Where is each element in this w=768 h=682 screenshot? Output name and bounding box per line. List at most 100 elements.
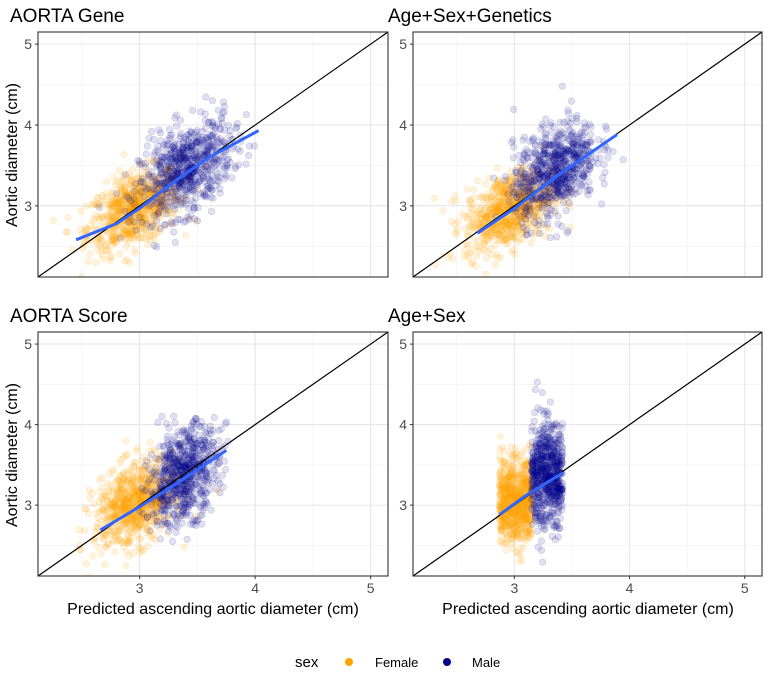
data-point-male [553,234,560,241]
points [50,94,257,291]
data-point-male [155,143,162,150]
data-point-male [180,482,187,489]
data-point-female [111,174,118,181]
y-tick-label: 4 [399,117,407,133]
data-point-male [554,142,561,149]
data-point-male [214,178,221,185]
data-point-male [542,116,549,123]
data-point-female [471,223,478,230]
data-point-female [83,203,90,210]
data-point-female [496,502,503,509]
data-point-female [487,234,494,241]
data-point-male [510,191,517,198]
data-point-male [216,185,223,192]
data-point-female [128,174,135,181]
data-point-male [154,164,161,171]
data-point-male [203,94,210,101]
data-point-male [560,135,567,142]
data-point-female [103,178,110,185]
data-point-male [136,214,143,221]
data-point-male [164,436,171,443]
data-point-female [501,458,508,465]
data-point-female [464,242,471,249]
data-point-female [139,473,146,480]
data-point-male [162,466,169,473]
data-point-female [87,573,94,580]
data-point-female [517,534,524,541]
data-point-male [564,146,571,153]
data-point-female [431,195,438,202]
data-point-male [173,195,180,202]
data-point-male [202,490,209,497]
data-point-male [152,187,159,194]
data-point-female [503,235,510,242]
data-point-male [522,190,529,197]
data-point-female [476,248,483,255]
data-point-female [525,513,532,520]
data-point-male [517,175,524,182]
data-point-male [164,142,171,149]
data-point-male [511,144,518,151]
data-point-male [195,473,202,480]
data-point-male [142,160,149,167]
data-point-female [126,553,133,560]
data-point-female [440,207,447,214]
data-point-male [186,457,193,464]
data-point-male [569,130,576,137]
data-point-male [190,107,197,114]
data-point-male [527,208,534,215]
data-point-male [597,155,604,162]
data-point-female [83,560,90,567]
data-point-female [181,544,188,551]
data-point-female [89,490,96,497]
x-tick-label: 4 [251,580,259,596]
data-point-female [520,545,527,552]
data-point-male [203,194,210,201]
data-point-male [184,132,191,139]
data-point-female [134,445,141,452]
data-point-male [191,216,198,223]
data-point-male [532,142,539,149]
data-point-male [122,171,129,178]
data-point-male [208,208,215,215]
data-point-male [208,431,215,438]
data-point-male [177,457,184,464]
data-point-male [209,118,216,125]
data-point-male [598,201,605,208]
data-point-female [459,210,466,217]
data-point-male [131,218,138,225]
data-point-male [173,529,180,536]
data-point-male [158,204,165,211]
data-point-male [187,144,194,151]
data-point-female [497,433,504,440]
data-point-male [169,132,176,139]
data-point-female [512,444,519,451]
data-point-female [78,273,85,280]
data-point-male [251,143,258,150]
data-point-female [521,462,528,469]
points [496,379,566,565]
data-point-female [514,487,521,494]
data-point-male [165,503,172,510]
x-tick-label: 3 [136,580,144,596]
data-point-male [243,111,250,118]
data-point-male [131,188,138,195]
data-point-female [112,228,119,235]
data-point-male [194,127,201,134]
panel-title: AORTA Gene [10,6,124,27]
data-point-male [568,98,575,105]
data-point-male [219,472,226,479]
data-point-male [584,158,591,165]
data-point-male [559,83,566,90]
data-point-female [117,251,124,258]
data-point-male [224,162,231,169]
data-point-male [166,159,173,166]
data-point-male [163,211,170,218]
data-point-male [136,161,143,168]
data-point-female [475,178,482,185]
data-point-female [133,493,140,500]
data-point-male [215,107,222,114]
data-point-male [205,182,212,189]
